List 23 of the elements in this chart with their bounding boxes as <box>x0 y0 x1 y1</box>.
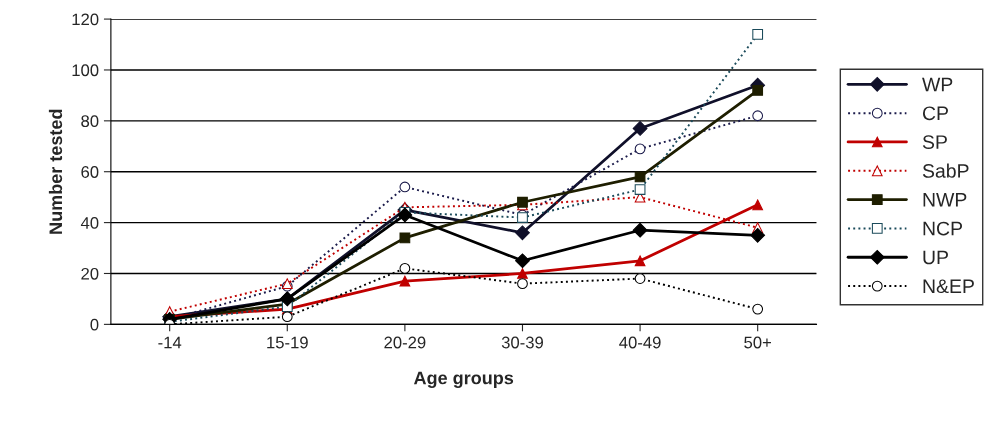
x-tick-label: -14 <box>158 336 182 349</box>
x-tick-label: 20-29 <box>384 336 426 349</box>
y-axis-title: Number tested <box>48 109 63 234</box>
x-axis-title: Age groups <box>413 371 514 388</box>
y-tick-label: 20 <box>81 267 99 280</box>
y-tick-label: 0 <box>90 318 99 331</box>
legend-label: NCP <box>923 221 963 236</box>
legend-label: UP <box>923 250 948 265</box>
x-tick-label: 30-39 <box>501 336 544 349</box>
y-tick-label: 100 <box>72 64 99 77</box>
legend-label: NWP <box>923 193 967 207</box>
y-tick-label: 80 <box>81 115 99 128</box>
y-tick-label: 40 <box>80 217 99 229</box>
legend-label: SP <box>922 135 947 149</box>
x-tick-label: 50+ <box>744 336 771 349</box>
x-tick-label: 40-49 <box>619 336 661 349</box>
y-tick-label: 120 <box>72 13 99 26</box>
legend-label: WP <box>922 77 953 92</box>
legend-label: CP <box>922 106 948 121</box>
y-tick-label: 60 <box>81 166 99 178</box>
x-tick-label: 15-19 <box>267 336 308 349</box>
legend-label: SabP <box>922 163 969 178</box>
legend-label: N&EP <box>923 279 974 294</box>
